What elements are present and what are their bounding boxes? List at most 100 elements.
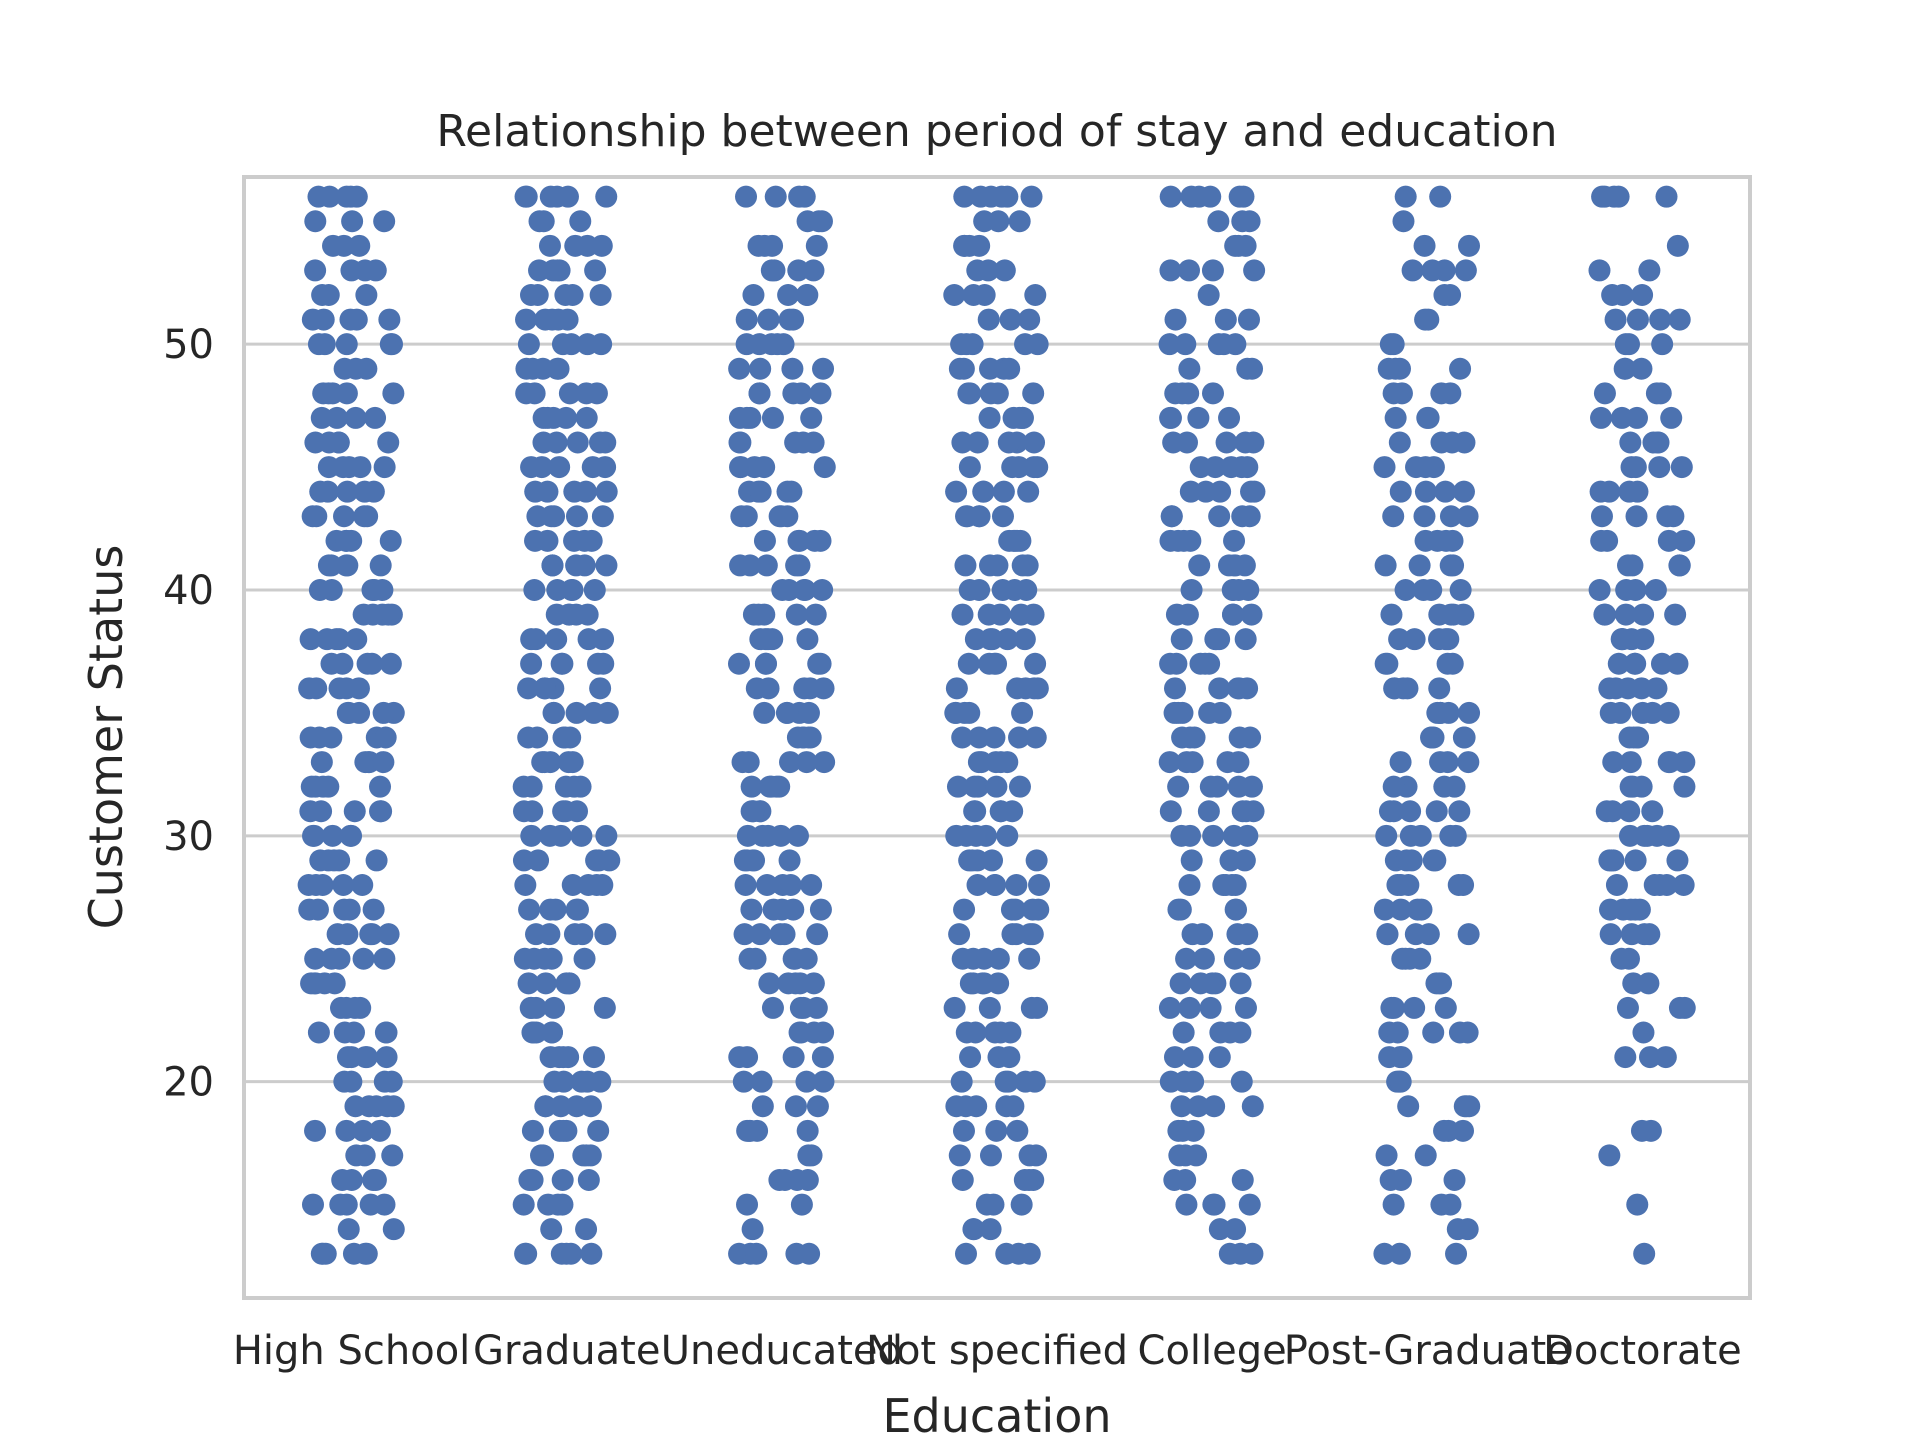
- data-point: [1649, 382, 1672, 405]
- data-point: [996, 628, 1019, 651]
- data-point: [757, 824, 780, 847]
- data-point: [1178, 259, 1201, 282]
- data-point: [548, 259, 571, 282]
- data-point: [1223, 947, 1246, 970]
- data-point: [1441, 529, 1464, 552]
- data-point: [541, 554, 564, 577]
- data-point: [1159, 259, 1182, 282]
- data-point: [1624, 849, 1647, 872]
- data-point: [1593, 603, 1616, 626]
- data-point: [1398, 947, 1421, 970]
- data-point: [999, 1021, 1022, 1044]
- data-point: [1182, 1070, 1205, 1093]
- data-point: [1005, 874, 1028, 896]
- data-point: [1404, 923, 1427, 946]
- data-point: [373, 947, 396, 970]
- data-point: [540, 1218, 563, 1241]
- data-point: [740, 898, 763, 921]
- data-point: [565, 554, 588, 577]
- data-point: [1002, 1095, 1025, 1118]
- data-point: [1422, 456, 1445, 479]
- data-point: [377, 923, 400, 946]
- data-point: [966, 874, 989, 896]
- data-point: [813, 751, 836, 774]
- data-point: [311, 284, 334, 306]
- data-point: [1672, 874, 1695, 896]
- data-point: [998, 1046, 1021, 1069]
- chart-title: Relationship between period of stay and …: [436, 106, 1557, 157]
- data-point: [1439, 284, 1462, 306]
- data-point: [1382, 775, 1405, 798]
- data-point: [1442, 554, 1465, 577]
- data-point: [1180, 185, 1203, 208]
- data-point: [512, 849, 535, 872]
- data-point: [1011, 554, 1034, 577]
- data-point: [730, 505, 753, 528]
- data-point: [591, 874, 614, 896]
- data-point: [979, 1218, 1002, 1241]
- data-point: [318, 185, 341, 208]
- data-point: [1624, 456, 1647, 479]
- data-point: [1236, 357, 1259, 380]
- data-point: [797, 1144, 820, 1167]
- data-point: [379, 652, 402, 675]
- data-point: [1224, 1218, 1247, 1241]
- data-point: [761, 996, 784, 1019]
- data-point: [514, 1242, 537, 1265]
- data-point: [948, 1144, 971, 1167]
- data-point: [790, 1193, 813, 1216]
- data-point: [812, 1021, 835, 1044]
- data-point: [526, 505, 549, 528]
- data-point: [806, 923, 829, 946]
- data-point: [967, 751, 990, 774]
- data-point: [1160, 505, 1183, 528]
- data-point: [1227, 751, 1250, 774]
- data-point: [561, 874, 584, 896]
- data-point: [1021, 923, 1044, 946]
- data-point: [1199, 775, 1222, 798]
- data-point: [1443, 775, 1466, 798]
- data-point: [1639, 1046, 1662, 1069]
- data-point: [987, 947, 1010, 970]
- data-point: [566, 898, 589, 921]
- data-point: [760, 259, 783, 282]
- data-point: [754, 652, 777, 675]
- data-point: [301, 1193, 324, 1216]
- data-point: [558, 382, 581, 405]
- data-point: [782, 898, 805, 921]
- series-graduate: [512, 185, 621, 1265]
- data-point: [364, 1169, 387, 1191]
- data-point: [945, 824, 968, 847]
- data-point: [977, 603, 1000, 626]
- data-point: [1422, 1021, 1445, 1044]
- data-point: [1208, 505, 1231, 528]
- data-point: [1389, 1070, 1412, 1093]
- data-point: [540, 1021, 563, 1044]
- data-point: [1632, 628, 1655, 651]
- data-point: [533, 677, 556, 700]
- data-point: [966, 259, 989, 282]
- data-point: [1673, 775, 1696, 798]
- data-point: [984, 874, 1007, 896]
- data-point: [1201, 259, 1224, 282]
- data-point: [557, 1046, 580, 1069]
- x-tick-label: Uneducated: [661, 1328, 903, 1374]
- data-point: [317, 554, 340, 577]
- data-point: [1231, 1169, 1254, 1191]
- data-point: [1646, 431, 1669, 454]
- data-point: [1636, 824, 1659, 847]
- data-point: [1638, 923, 1661, 946]
- data-point: [595, 480, 618, 503]
- data-point: [1175, 431, 1198, 454]
- data-point: [812, 357, 835, 380]
- data-point: [1615, 579, 1638, 601]
- data-point: [954, 554, 977, 577]
- x-tick-label: Not specified: [866, 1328, 1128, 1374]
- data-point: [753, 603, 776, 626]
- data-point: [1590, 406, 1613, 429]
- data-point: [595, 185, 618, 208]
- x-axis-label: Education: [882, 1389, 1111, 1440]
- data-point: [531, 751, 554, 774]
- data-point: [1457, 923, 1480, 946]
- data-point: [764, 185, 787, 208]
